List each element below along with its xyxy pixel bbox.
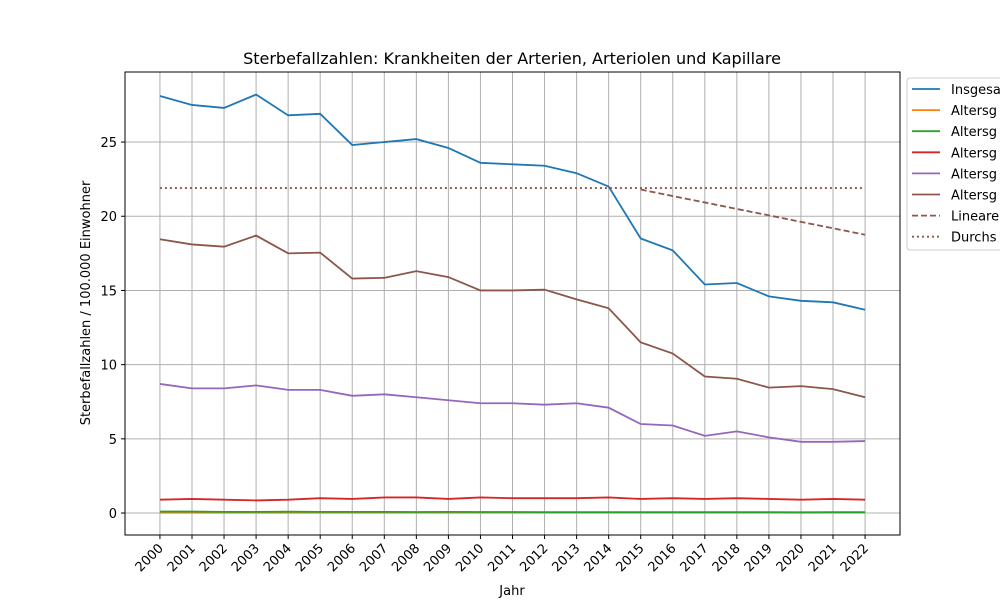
y-tick-label: 15	[100, 284, 117, 299]
x-tick-label: 2011	[485, 541, 519, 575]
y-tick-label: 20	[100, 210, 117, 225]
x-tick-label: 2019	[742, 541, 776, 575]
x-tick-label: 2017	[678, 541, 712, 575]
series-line	[159, 510, 866, 514]
legend-label: Durchs	[951, 231, 997, 246]
x-tick-label: 2022	[838, 541, 872, 575]
legend-label: Lineare	[951, 210, 999, 225]
x-tick-label: 2009	[421, 541, 455, 575]
x-tick-label: 2018	[710, 541, 744, 575]
legend-label: Altersg	[951, 125, 997, 140]
legend-label: Altersg	[951, 104, 997, 119]
x-tick-label: 2021	[806, 541, 840, 575]
x-tick-label: 2012	[517, 541, 551, 575]
x-tick-label: 2020	[774, 541, 808, 575]
x-tick-label: 2015	[614, 541, 648, 575]
legend: Insgesa Altersg Altersg Altersg Altersg Alter…	[906, 77, 1000, 251]
y-tick-label: 10	[100, 359, 117, 374]
series-line	[159, 383, 866, 443]
y-tick-label: 25	[100, 136, 117, 151]
x-tick-label: 2002	[197, 541, 231, 575]
legend-label: Altersg	[951, 189, 997, 204]
y-axis-label: Sterbefallzahlen / 100.000 Einwohner	[79, 180, 94, 425]
legend-box	[906, 77, 1000, 251]
x-tick-label: 2013	[549, 541, 583, 575]
series-line	[640, 188, 866, 236]
series-line	[159, 496, 866, 502]
legend-label: Altersg	[951, 167, 997, 182]
series-line	[159, 234, 866, 399]
x-tick-label: 2016	[646, 541, 680, 575]
x-tick-label: 2000	[133, 541, 167, 575]
y-tick-label: 5	[109, 433, 117, 448]
plot-frame	[124, 71, 901, 536]
x-tick-label: 2008	[389, 541, 423, 575]
chart-title: Sterbefallzahlen: Krankheiten der Arteri…	[243, 49, 781, 68]
x-tick-label: 2010	[453, 541, 487, 575]
x-tick-label: 2007	[357, 541, 391, 575]
x-tick-label: 2001	[165, 541, 199, 575]
x-tick-label: 2005	[293, 541, 327, 575]
x-tick-label: 2006	[325, 541, 359, 575]
y-tick-label: 0	[109, 507, 117, 522]
x-tick-label: 2004	[261, 541, 295, 575]
series-line	[159, 93, 866, 311]
legend-label: Altersg	[951, 146, 997, 161]
x-axis-label: Jahr	[498, 584, 525, 599]
legend-label: Insgesa	[951, 83, 1000, 98]
x-tick-label: 2003	[229, 541, 263, 575]
x-tick-label: 2014	[581, 541, 615, 575]
